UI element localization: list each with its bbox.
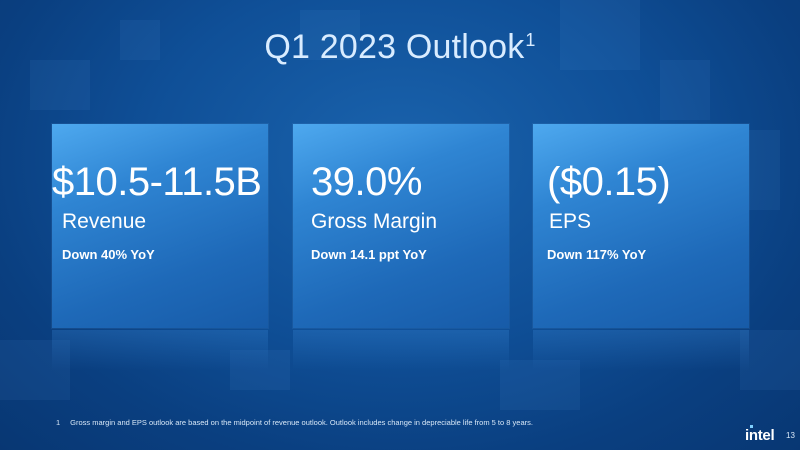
card-note: Down 40% YoY: [62, 247, 155, 262]
card-label: Gross Margin: [311, 210, 438, 233]
card-reflection: [533, 330, 749, 370]
gross-margin-card: 39.0% Gross Margin Down 14.1 ppt YoY: [293, 124, 509, 328]
card-reflection: [293, 330, 509, 370]
revenue-card: $10.5-11.5B Revenue Down 40% YoY: [52, 124, 268, 328]
page-number: 13: [786, 431, 795, 440]
slide-title: Q1 2023 Outlook1: [0, 28, 800, 67]
card-value: $10.5-11.5B: [52, 160, 262, 204]
card-note: Down 14.1 ppt YoY: [311, 247, 427, 262]
footnote-text: Gross margin and EPS outlook are based o…: [70, 418, 533, 427]
title-footnote-ref: 1: [525, 30, 536, 50]
footnote: 1 Gross margin and EPS outlook are based …: [56, 418, 533, 427]
card-value: ($0.15): [547, 160, 671, 204]
footnote-number: 1: [56, 418, 61, 427]
card-note: Down 117% YoY: [547, 247, 647, 262]
slide-title-text: Q1 2023 Outlook: [264, 28, 525, 66]
card-label: Revenue: [62, 210, 147, 233]
logo-dot: [750, 425, 753, 428]
card-reflection: [52, 330, 268, 370]
logo-text: intel: [745, 427, 775, 444]
card-value: 39.0%: [311, 160, 422, 204]
intel-logo: intel: [745, 425, 775, 444]
eps-card: ($0.15) EPS Down 117% YoY: [533, 124, 749, 328]
card-label: EPS: [549, 210, 592, 233]
